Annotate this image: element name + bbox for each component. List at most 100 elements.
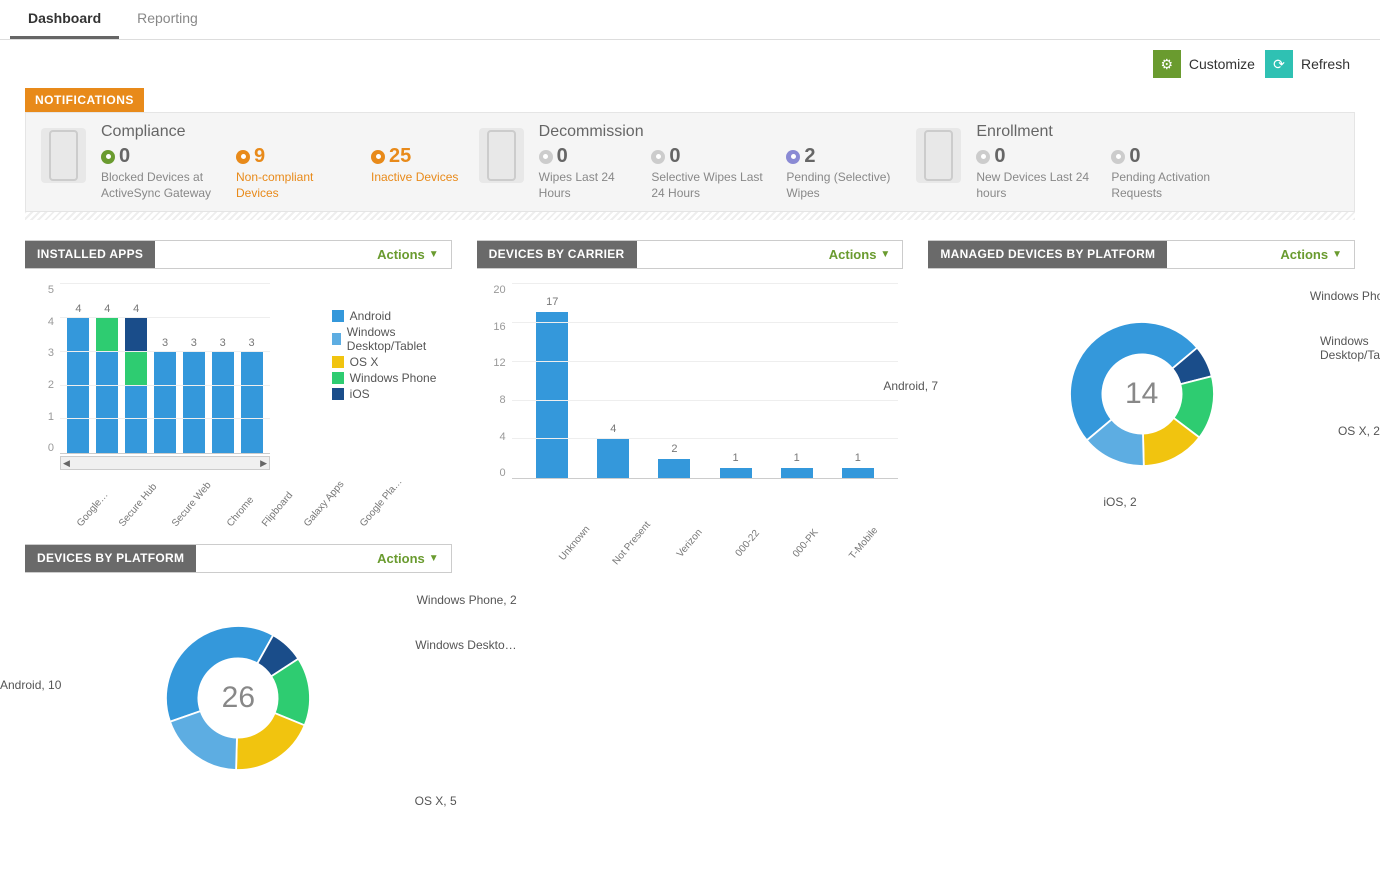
- x-axis-label: Google Pla…: [358, 477, 405, 530]
- device-icon: [41, 128, 86, 183]
- status-dot-icon: [976, 150, 990, 164]
- donut-slice[interactable]: [166, 626, 273, 722]
- metric-value: 9: [254, 145, 265, 168]
- actions-button[interactable]: Actions ▼: [1167, 241, 1354, 268]
- x-axis-label: Unknown: [552, 518, 598, 569]
- tab-reporting[interactable]: Reporting: [119, 0, 216, 39]
- installed-apps-chart: 543210 4443333 Google…Secure HubSecure W…: [30, 284, 447, 504]
- donut-label: Windows Phone, 1: [1310, 289, 1380, 303]
- status-dot-icon: [651, 150, 665, 164]
- devices-by-platform-donut: 26 Android, 10Windows Phone, 2Windows De…: [30, 588, 447, 808]
- panel-devices-by-platform: DEVICES BY PLATFORM Actions ▼ 26 Android…: [25, 544, 452, 823]
- metric[interactable]: 0Wipes Last 24 Hours: [539, 145, 632, 201]
- status-dot-icon: [371, 150, 385, 164]
- bar[interactable]: 4: [593, 439, 634, 478]
- caret-down-icon: ▼: [429, 553, 439, 564]
- refresh-icon: ⟳: [1265, 50, 1293, 78]
- x-axis-label: Galaxy Apps: [302, 479, 347, 529]
- device-icon: [479, 128, 524, 183]
- panel-title: DEVICES BY CARRIER: [477, 241, 637, 268]
- legend-item: OS X: [332, 355, 447, 369]
- metric-label: Selective Wipes Last 24 Hours: [651, 170, 766, 201]
- metric-value: 0: [669, 145, 680, 168]
- metric[interactable]: 0Blocked Devices at ActiveSync Gateway: [101, 145, 216, 201]
- metric-label: Pending Activation Requests: [1111, 170, 1226, 201]
- panel-title: INSTALLED APPS: [25, 241, 155, 268]
- chart-scrollbar[interactable]: ◀▶: [60, 456, 270, 470]
- divider-diagonal: [25, 212, 1355, 220]
- actions-button[interactable]: Actions ▼: [196, 545, 450, 572]
- bar[interactable]: 3: [238, 351, 265, 453]
- panel-header: DEVICES BY PLATFORM Actions ▼: [25, 544, 452, 573]
- metric-label: Non-compliant Devices: [236, 170, 351, 201]
- bar[interactable]: 1: [837, 468, 878, 478]
- donut-label: OS X, 2: [1338, 424, 1380, 438]
- notification-group: Compliance 0Blocked Devices at ActiveSync…: [41, 123, 464, 201]
- metric[interactable]: 9Non-compliant Devices: [236, 145, 351, 201]
- donut-label: iOS, 2: [1103, 495, 1136, 509]
- metric[interactable]: 0Selective Wipes Last 24 Hours: [651, 145, 766, 201]
- refresh-label: Refresh: [1301, 56, 1350, 72]
- actions-button[interactable]: Actions ▼: [637, 241, 903, 268]
- devices-by-carrier-chart: 201612840 1742111 UnknownNot PresentVeri…: [482, 284, 899, 504]
- x-axis-label: Google…: [75, 490, 111, 529]
- notification-group: Enrollment0New Devices Last 24 hours0Pen…: [916, 123, 1339, 201]
- donut-total: 26: [222, 681, 255, 715]
- x-axis-label: Verizon: [667, 518, 713, 569]
- metric[interactable]: 0New Devices Last 24 hours: [976, 145, 1091, 201]
- notification-group-title: Enrollment: [976, 123, 1339, 141]
- donut-slice[interactable]: [170, 711, 237, 770]
- legend-item: Android: [332, 309, 447, 323]
- actions-button[interactable]: Actions ▼: [155, 241, 450, 268]
- metric-label: Blocked Devices at ActiveSync Gateway: [101, 170, 216, 201]
- caret-down-icon: ▼: [880, 249, 890, 260]
- refresh-button[interactable]: ⟳ Refresh: [1265, 50, 1350, 78]
- donut-total: 14: [1125, 377, 1158, 411]
- tab-dashboard[interactable]: Dashboard: [10, 0, 119, 39]
- customize-button[interactable]: ⚙ Customize: [1153, 50, 1255, 78]
- bar[interactable]: 1: [776, 468, 817, 478]
- x-axis-label: Secure Hub: [117, 482, 159, 530]
- bar[interactable]: 1: [715, 468, 756, 478]
- notification-group-title: Decommission: [539, 123, 902, 141]
- bar[interactable]: 3: [152, 351, 179, 453]
- legend-item: iOS: [332, 387, 447, 401]
- panel-header: DEVICES BY CARRIER Actions ▼: [477, 240, 904, 269]
- bar[interactable]: 2: [654, 459, 695, 479]
- notification-group: Decommission0Wipes Last 24 Hours0Selecti…: [479, 123, 902, 201]
- panel-devices-by-carrier: DEVICES BY CARRIER Actions ▼ 201612840 1…: [477, 240, 904, 519]
- donut-label: Android, 10: [0, 678, 61, 692]
- x-axis-label: T-Mobile: [841, 518, 887, 569]
- donut-label: OS X, 5: [415, 794, 457, 808]
- x-axis-label: Secure Web: [170, 480, 214, 529]
- x-axis-label: Flipboard: [260, 490, 295, 529]
- metric-value: 25: [389, 145, 411, 168]
- notification-group-title: Compliance: [101, 123, 464, 141]
- donut-label: Windows Deskto…: [415, 638, 516, 652]
- status-dot-icon: [1111, 150, 1125, 164]
- donut-slice[interactable]: [236, 713, 305, 770]
- caret-down-icon: ▼: [1332, 249, 1342, 260]
- metric-value: 2: [804, 145, 815, 168]
- x-axis-label: Chrome: [225, 495, 256, 529]
- notifications-section: NOTIFICATIONS Compliance0Blocked Devices…: [25, 88, 1355, 212]
- bar[interactable]: 3: [209, 351, 236, 453]
- bar[interactable]: 3: [180, 351, 207, 453]
- bar[interactable]: 17: [532, 312, 573, 478]
- metric[interactable]: 25 Inactive Devices: [371, 145, 458, 201]
- metric-value: 0: [557, 145, 568, 168]
- metric-label: Wipes Last 24 Hours: [539, 170, 632, 201]
- metric-value: 0: [119, 145, 130, 168]
- donut-label: Windows Phone, 2: [417, 593, 517, 607]
- metric-label: Pending (Selective) Wipes: [786, 170, 901, 201]
- metric-value: 0: [1129, 145, 1140, 168]
- panel-installed-apps: INSTALLED APPS Actions ▼ 543210 4443333 …: [25, 240, 452, 519]
- metric[interactable]: 2Pending (Selective) Wipes: [786, 145, 901, 201]
- x-axis-label: Not Present: [609, 518, 655, 569]
- metric[interactable]: 0Pending Activation Requests: [1111, 145, 1226, 201]
- legend-item: Windows Desktop/Tablet: [332, 325, 447, 353]
- panel-header: MANAGED DEVICES BY PLATFORM Actions ▼: [928, 240, 1355, 269]
- metric-value: 0: [994, 145, 1005, 168]
- panels-grid: INSTALLED APPS Actions ▼ 543210 4443333 …: [0, 220, 1380, 843]
- metric-label: Inactive Devices: [371, 170, 458, 186]
